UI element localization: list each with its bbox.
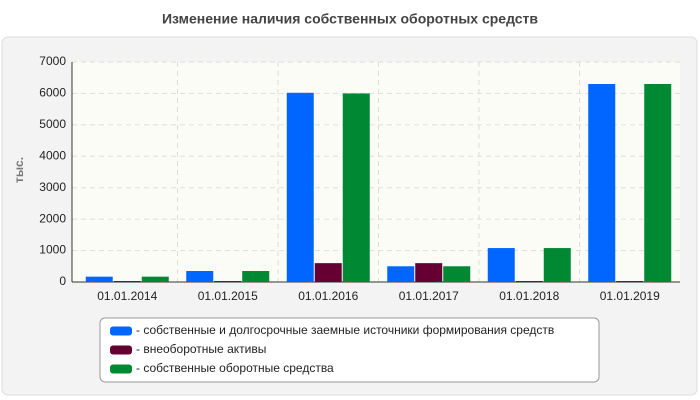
y-axis-label: тыс. (12, 157, 26, 183)
bar (214, 281, 242, 282)
y-tick-label: 4000 (39, 148, 66, 162)
chart-title: Изменение наличия собственных оборотных … (162, 11, 538, 27)
legend (99, 317, 600, 383)
y-tick-label: 6000 (39, 86, 66, 100)
legend-swatch (110, 345, 132, 355)
bar (588, 84, 616, 282)
bar (113, 281, 141, 282)
bar (515, 281, 543, 282)
y-tick-label: 3000 (39, 180, 66, 194)
legend-swatch (110, 364, 132, 374)
legend-label: - собственные и долгосрочные заемные ист… (136, 323, 554, 337)
bar (314, 263, 342, 282)
legend-label: - внеоборотные активы (136, 342, 266, 356)
legend-label: - собственные оборотные средства (136, 361, 334, 375)
bar (487, 248, 515, 282)
y-tick-label: 0 (59, 274, 66, 288)
bar (443, 266, 471, 282)
bar (242, 271, 270, 282)
y-tick-label: 2000 (39, 211, 66, 225)
bar (186, 271, 214, 282)
bar (85, 276, 113, 282)
x-tick-label: 01.01.2014 (97, 289, 157, 303)
bar (387, 266, 415, 282)
x-tick-label: 01.01.2016 (298, 289, 358, 303)
x-tick-label: 01.01.2018 (499, 289, 559, 303)
y-tick-label: 5000 (39, 117, 66, 131)
y-tick-label: 7000 (39, 54, 66, 68)
x-tick-label: 01.01.2019 (600, 289, 660, 303)
x-tick-label: 01.01.2017 (399, 289, 459, 303)
plot-area (72, 62, 680, 282)
bar (415, 263, 443, 282)
bar (342, 93, 370, 282)
y-tick-label: 1000 (39, 243, 66, 257)
bar (644, 84, 672, 282)
bar (616, 281, 644, 282)
bar (141, 276, 169, 282)
x-tick-label: 01.01.2015 (198, 289, 258, 303)
legend-swatch (110, 326, 132, 336)
bar (543, 248, 571, 282)
bar (286, 92, 314, 282)
